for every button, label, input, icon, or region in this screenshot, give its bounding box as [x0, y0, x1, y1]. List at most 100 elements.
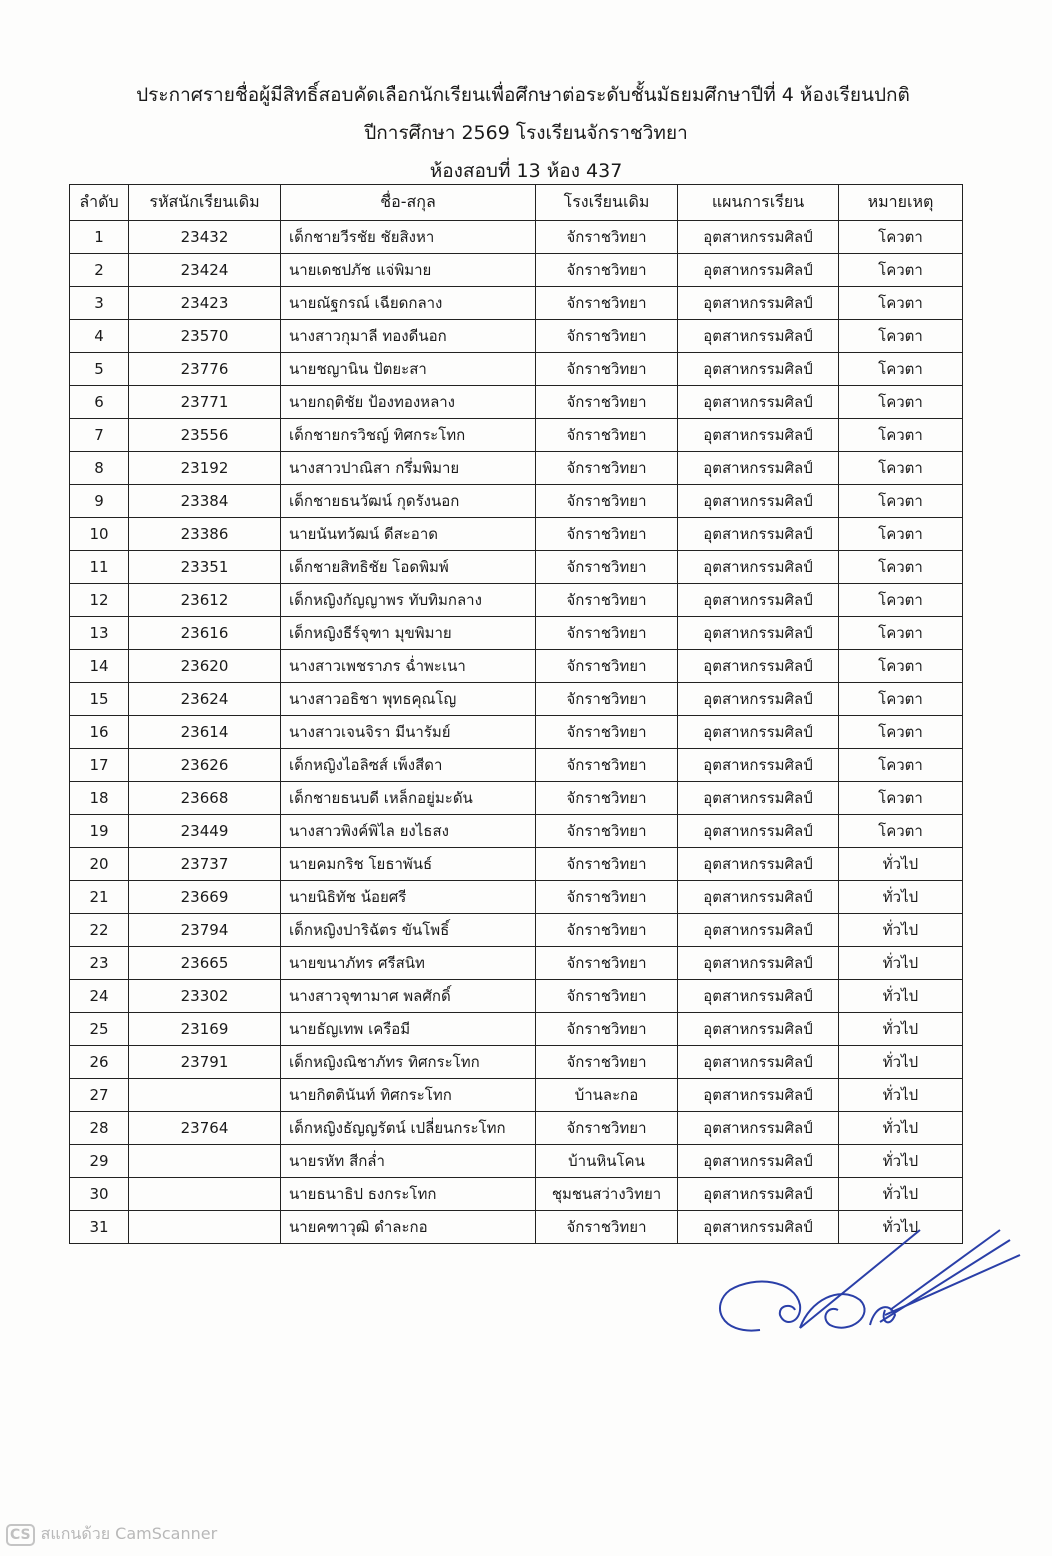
cell-name: เด็กหญิงไอลิซส์ เพ็งสีดา	[280, 748, 536, 782]
cell-school: จักราชวิทยา	[535, 847, 678, 881]
cell-order: 27	[69, 1078, 129, 1112]
cell-name: นายคมกริช โยธาพันธ์	[280, 847, 536, 881]
table-row: 4 23570 นางสาวกุมาลี ทองดีนอก จักราชวิทยา อุ…	[69, 319, 963, 353]
cell-order: 30	[69, 1177, 129, 1211]
cell-remark: ทั่วไป	[838, 913, 963, 947]
cell-remark: ทั่วไป	[838, 847, 963, 881]
cell-school: ชุมชนสว่างวิทยา	[535, 1177, 678, 1211]
cell-program: อุตสาหกรรมศิลป์	[677, 880, 839, 914]
cell-name: นายคฑาวุฒิ ดำละกอ	[280, 1210, 536, 1244]
cell-student-id: 23665	[128, 946, 281, 980]
cell-school: จักราชวิทยา	[535, 682, 678, 716]
cell-school: จักราชวิทยา	[535, 220, 678, 254]
cell-program: อุตสาหกรรมศิลป์	[677, 748, 839, 782]
header-name: ชื่อ-สกุล	[280, 184, 536, 221]
cell-school: บ้านหินโคน	[535, 1144, 678, 1178]
cell-name: เด็กชายสิทธิชัย โอดพิมพ์	[280, 550, 536, 584]
table-row: 2 23424 นายเดชปภัช แจ่พิมาย จักราชวิทยา อุตส…	[69, 253, 963, 287]
cell-program: อุตสาหกรรมศิลป์	[677, 781, 839, 815]
cell-school: จักราชวิทยา	[535, 418, 678, 452]
camscanner-text: สแกนด้วย CamScanner	[40, 1524, 218, 1543]
cell-order: 8	[69, 451, 129, 485]
cell-program: อุตสาหกรรมศิลป์	[677, 418, 839, 452]
cell-school: จักราชวิทยา	[535, 253, 678, 287]
cell-name: เด็กหญิงกัญญาพร ทับทิมกลาง	[280, 583, 536, 617]
cell-order: 29	[69, 1144, 129, 1178]
cell-program: อุตสาหกรรมศิลป์	[677, 319, 839, 353]
cell-school: จักราชวิทยา	[535, 286, 678, 320]
table-row: 31 นายคฑาวุฒิ ดำละกอ จักราชวิทยา อุตสาหกรรม…	[69, 1210, 963, 1244]
cell-order: 7	[69, 418, 129, 452]
signature	[719, 1229, 1021, 1332]
cell-school: จักราชวิทยา	[535, 1210, 678, 1244]
cell-student-id: 23614	[128, 715, 281, 749]
cell-order: 26	[69, 1045, 129, 1079]
cell-remark: ทั่วไป	[838, 946, 963, 980]
table-row: 9 23384 เด็กชายธนวัฒน์ กุดรังนอก จักราชวิทย…	[69, 484, 963, 518]
title-line-3: ห้องสอบที่ 13 ห้อง 437	[429, 160, 623, 182]
header-program: แผนการเรียน	[677, 184, 839, 221]
cell-student-id: 23669	[128, 880, 281, 914]
table-row: 26 23791 เด็กหญิงณิชาภัทร ทิศกระโทก จักราชว…	[69, 1045, 963, 1079]
cell-school: จักราชวิทยา	[535, 715, 678, 749]
cell-order: 18	[69, 781, 129, 815]
table-row: 22 23794 เด็กหญิงปาริฉัตร ขันโพธิ์ จักราชวิ…	[69, 913, 963, 947]
cell-school: บ้านละกอ	[535, 1078, 678, 1112]
cell-name: นายธัญเทพ เครือมี	[280, 1012, 536, 1046]
cell-program: อุตสาหกรรมศิลป์	[677, 1012, 839, 1046]
cell-name: นายรหัท สีกล่ำ	[280, 1144, 536, 1178]
cell-name: เด็กหญิงธีร์จุฑา มุขพิมาย	[280, 616, 536, 650]
cell-program: อุตสาหกรรมศิลป์	[677, 517, 839, 551]
table-row: 24 23302 นางสาวจุฑามาศ พลศักดิ์ จักราชวิทยา…	[69, 979, 963, 1013]
header-student-id: รหัสนักเรียนเดิม	[128, 184, 281, 221]
cell-remark: โควตา	[838, 385, 963, 419]
cell-remark: โควตา	[838, 352, 963, 386]
camscanner-watermark: CS สแกนด้วย CamScanner	[6, 1522, 217, 1547]
cell-name: เด็กชายวีรชัย ชัยสิงหา	[280, 220, 536, 254]
cell-student-id: 23624	[128, 682, 281, 716]
cell-school: จักราชวิทยา	[535, 385, 678, 419]
cell-order: 9	[69, 484, 129, 518]
table-row: 7 23556 เด็กชายกรวิชญ์ ทิศกระโทก จักราชวิทย…	[69, 418, 963, 452]
table-row: 5 23776 นายชญานิน ปัตยะสา จักราชวิทยา อุตสาห…	[69, 352, 963, 386]
table-row: 14 23620 นางสาวเพชราภร ฉ่ำพะเนา จักราชวิทยา…	[69, 649, 963, 683]
cell-student-id: 23386	[128, 517, 281, 551]
table-row: 29 นายรหัท สีกล่ำ บ้านหินโคน อุตสาหกรรมศิลป…	[69, 1144, 963, 1178]
cell-name: นายธนาธิป ธงกระโทก	[280, 1177, 536, 1211]
cell-remark: โควตา	[838, 253, 963, 287]
cell-order: 24	[69, 979, 129, 1013]
cell-name: นายกฤติชัย ป้องทองหลาง	[280, 385, 536, 419]
cell-school: จักราชวิทยา	[535, 814, 678, 848]
cell-student-id: 23612	[128, 583, 281, 617]
cell-program: อุตสาหกรรมศิลป์	[677, 1078, 839, 1112]
cell-remark: โควตา	[838, 682, 963, 716]
table-row: 20 23737 นายคมกริช โยธาพันธ์ จักราชวิทยา อุต…	[69, 847, 963, 881]
cell-remark: ทั่วไป	[838, 1144, 963, 1178]
cell-name: นางสาวอธิชา พุทธคุณโญ	[280, 682, 536, 716]
cell-remark: โควตา	[838, 583, 963, 617]
table-row: 18 23668 เด็กชายธนบดี เหล็กอยู่มะดัน จักราช…	[69, 781, 963, 815]
cell-remark: โควตา	[838, 616, 963, 650]
cell-program: อุตสาหกรรมศิลป์	[677, 847, 839, 881]
cell-student-id: 23791	[128, 1045, 281, 1079]
cell-school: จักราชวิทยา	[535, 649, 678, 683]
cell-program: อุตสาหกรรมศิลป์	[677, 352, 839, 386]
header-remark: หมายเหตุ	[838, 184, 963, 221]
cell-remark: โควตา	[838, 517, 963, 551]
cell-remark: โควตา	[838, 220, 963, 254]
cell-remark: โควตา	[838, 781, 963, 815]
table-row: 12 23612 เด็กหญิงกัญญาพร ทับทิมกลาง จักราชว…	[69, 583, 963, 617]
cell-remark: โควตา	[838, 418, 963, 452]
cell-program: อุตสาหกรรมศิลป์	[677, 946, 839, 980]
cell-student-id: 23737	[128, 847, 281, 881]
cell-remark: ทั่วไป	[838, 979, 963, 1013]
cell-student-id	[128, 1210, 281, 1244]
cell-school: จักราชวิทยา	[535, 748, 678, 782]
camscanner-logo-icon: CS	[6, 1523, 35, 1546]
cell-order: 15	[69, 682, 129, 716]
cell-name: นายณัฐกรณ์ เฉียดกลาง	[280, 286, 536, 320]
cell-remark: ทั่วไป	[838, 1045, 963, 1079]
cell-program: อุตสาหกรรมศิลป์	[677, 682, 839, 716]
cell-school: จักราชวิทยา	[535, 913, 678, 947]
cell-student-id	[128, 1144, 281, 1178]
